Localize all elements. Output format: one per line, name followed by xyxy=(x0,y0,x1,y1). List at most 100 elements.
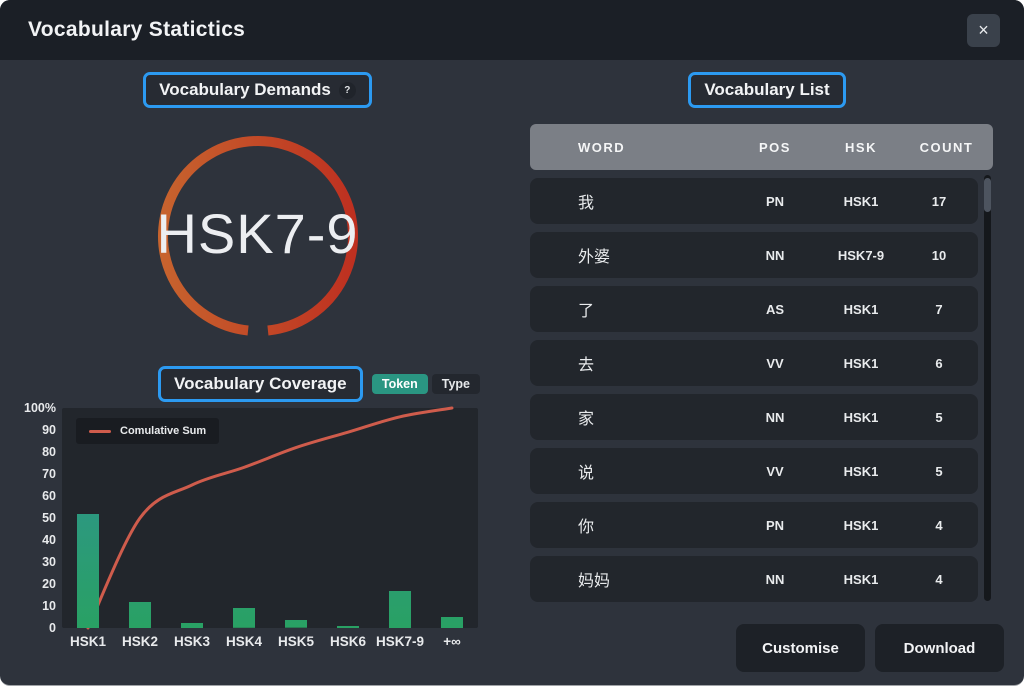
bar-HSK2 xyxy=(129,601,151,628)
token-toggle-button[interactable]: Token xyxy=(371,374,428,394)
legend-line-icon xyxy=(89,429,111,433)
y-tick-label: 30 xyxy=(42,555,56,569)
cell-hsk: HSK1 xyxy=(843,193,879,209)
y-tick-label: 20 xyxy=(42,577,56,591)
cell-hsk: HSK7-9 xyxy=(837,247,885,263)
x-tick-label: HSK2 xyxy=(121,634,159,649)
cumulative-line xyxy=(86,406,454,630)
x-tick-label: HSK5 xyxy=(277,634,315,649)
bar-HSK3 xyxy=(181,622,203,628)
cell-word: 去 xyxy=(578,357,595,374)
cell-hsk: HSK1 xyxy=(843,517,879,533)
right-panel: Vocabulary List WORD POS HSK COUNT 我 PN HS… xyxy=(530,60,1004,685)
scrollbar-track[interactable] xyxy=(984,175,991,601)
cell-count: 6 xyxy=(935,355,943,371)
y-tick-label: 90 xyxy=(42,423,56,437)
x-tick-label: HSK6 xyxy=(329,634,367,649)
cell-hsk: HSK1 xyxy=(843,571,879,587)
help-icon[interactable]: ? xyxy=(338,81,356,99)
scrollbar-thumb[interactable] xyxy=(984,178,991,212)
coverage-chart: 100% 90 80 70 60 50 40 30 20 10 0 Comulative Sum H… xyxy=(0,401,515,654)
y-tick-label: 70 xyxy=(42,467,56,481)
x-axis-ticks: HSK1 HSK2 HSK3 HSK4 HSK5 HSK6 HSK7-9 +∞ xyxy=(62,634,478,652)
column-header-count: COUNT xyxy=(919,139,974,155)
vocabulary-demands-header: Vocabulary Demands ? xyxy=(143,72,372,108)
y-tick-label: 40 xyxy=(42,533,56,547)
cell-word: 妈妈 xyxy=(578,573,611,590)
cell-pos: NN xyxy=(765,409,785,425)
x-tick-label: +∞ xyxy=(443,634,461,649)
y-tick-label: 60 xyxy=(42,489,56,503)
x-tick-label: HSK4 xyxy=(225,634,263,649)
bar-HSK4 xyxy=(233,608,255,628)
footer-actions: Customise Download xyxy=(530,624,1004,672)
vocabulary-demands-label: Vocabulary Demands xyxy=(159,80,331,99)
dialog-title: Vocabulary Statictics xyxy=(28,18,246,41)
cell-count: 4 xyxy=(935,517,943,533)
cell-count: 5 xyxy=(935,463,943,479)
table-row: 去 VV HSK1 6 xyxy=(530,340,978,386)
table-row: 说 VV HSK1 5 xyxy=(530,448,978,494)
bar-HSK5 xyxy=(285,620,307,628)
y-axis-ticks: 100% 90 80 70 60 50 40 30 20 10 0 xyxy=(0,401,56,635)
y-tick-label: 10 xyxy=(42,599,56,613)
cell-word: 我 xyxy=(578,195,595,212)
gauge-value: HSK7-9 xyxy=(156,201,359,265)
dialog-content: Vocabulary Demands ? HSK7-9 xyxy=(0,60,1024,685)
chart-plot-area: Comulative Sum xyxy=(62,406,478,630)
cell-hsk: HSK1 xyxy=(843,409,879,425)
cell-count: 10 xyxy=(931,247,947,263)
x-tick-label: HSK3 xyxy=(173,634,211,649)
bar-+∞ xyxy=(441,617,463,628)
table-row: 妈妈 NN HSK1 4 xyxy=(530,556,978,602)
title-bar: Vocabulary Statictics × xyxy=(0,0,1024,60)
cell-hsk: HSK1 xyxy=(843,463,879,479)
cell-word: 家 xyxy=(578,411,595,428)
y-tick-label: 0 xyxy=(49,621,56,635)
table-row: 你 PN HSK1 4 xyxy=(530,502,978,548)
vocabulary-list-header: Vocabulary List xyxy=(688,72,846,108)
table-row: 我 PN HSK1 17 xyxy=(530,178,978,224)
table-row: 外婆 NN HSK7-9 10 xyxy=(530,232,978,278)
y-tick-label: 50 xyxy=(42,511,56,525)
y-tick-label: 80 xyxy=(42,445,56,459)
gauge-ring xyxy=(157,136,358,336)
vocabulary-list-label: Vocabulary List xyxy=(704,80,830,99)
cell-count: 17 xyxy=(931,193,947,209)
table-row: 家 NN HSK1 5 xyxy=(530,394,978,440)
cell-pos: PN xyxy=(765,193,785,209)
close-icon[interactable]: × xyxy=(967,13,1000,47)
download-button[interactable]: Download xyxy=(875,624,1004,672)
vocabulary-table-body: 我 PN HSK1 17 外婆 NN HSK7-9 10 了 AS HSK1 7 去 VV HSK1 6 家 NN… xyxy=(530,178,978,602)
x-tick-label: HSK1 xyxy=(69,634,107,649)
y-tick-label: 100% xyxy=(24,401,56,415)
bar-HSK7-9 xyxy=(389,590,411,628)
bar-HSK6 xyxy=(337,625,359,628)
column-header-hsk: HSK xyxy=(845,139,877,155)
demand-gauge: HSK7-9 xyxy=(143,124,373,348)
cell-pos: PN xyxy=(765,517,785,533)
cell-count: 4 xyxy=(935,571,943,587)
cell-count: 7 xyxy=(935,301,943,317)
left-panel: Vocabulary Demands ? HSK7-9 xyxy=(0,60,515,685)
legend-label: Comulative Sum xyxy=(120,425,207,437)
table-header: WORD POS HSK COUNT xyxy=(530,124,993,170)
column-header-pos: POS xyxy=(759,139,791,155)
chart-legend: Comulative Sum xyxy=(76,418,220,444)
token-type-toggle: Token Type xyxy=(371,374,480,394)
cell-pos: VV xyxy=(766,355,784,371)
column-header-word: WORD xyxy=(578,139,626,155)
cell-hsk: HSK1 xyxy=(843,301,879,317)
bar-HSK1 xyxy=(77,513,99,628)
vocabulary-coverage-header: Vocabulary Coverage xyxy=(158,366,363,402)
cell-pos: NN xyxy=(765,571,785,587)
customise-button[interactable]: Customise xyxy=(736,624,865,672)
cell-pos: VV xyxy=(766,463,784,479)
x-tick-label: HSK7-9 xyxy=(375,634,425,649)
type-toggle-button[interactable]: Type xyxy=(431,374,480,394)
vocabulary-coverage-label: Vocabulary Coverage xyxy=(174,374,347,393)
cell-word: 了 xyxy=(578,303,595,320)
cell-word: 你 xyxy=(578,519,595,536)
cell-pos: AS xyxy=(765,301,785,317)
